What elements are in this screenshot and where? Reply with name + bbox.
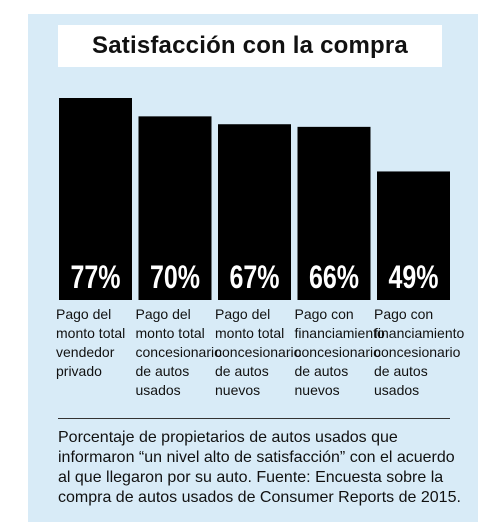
category-label-line: de autos <box>374 363 428 379</box>
category-label: Pago del monto total vendedor privado <box>56 305 142 381</box>
category-label-line: monto total <box>135 325 205 341</box>
bar-value-label: 49% <box>389 259 439 295</box>
category-label-line: nuevos <box>215 382 261 398</box>
category-label: Pago con financiamiento concesionario de au… <box>374 305 465 400</box>
category-label-line: vendedor <box>56 344 115 360</box>
bar-4 <box>297 126 371 300</box>
bar-value-label: 70% <box>150 259 200 295</box>
category-label-line: concesionario <box>135 344 222 360</box>
bar-5 <box>377 171 450 300</box>
title-box: Satisfacción con la compra <box>58 25 442 67</box>
category-label: Pago con financiamiento concesionario de au… <box>294 305 385 400</box>
bar-3 <box>218 124 291 300</box>
bar-2 <box>138 116 212 300</box>
bar-value-label: 77% <box>71 259 121 295</box>
category-label-line: Pago del <box>56 306 112 322</box>
category-label-line: monto total <box>215 325 285 341</box>
chart-title: Satisfacción con la compra <box>92 32 408 59</box>
category-label-line: concesionario <box>294 344 381 360</box>
category-label-line: de autos <box>215 363 269 379</box>
divider-line <box>58 418 450 419</box>
category-label-line: financiamiento <box>294 325 385 341</box>
category-label-line: de autos <box>294 363 349 379</box>
bar-value-label: 67% <box>230 259 280 295</box>
category-label-line: usados <box>135 382 181 398</box>
category-label: Pago del monto total concesionario de autos… <box>215 305 301 400</box>
category-label-line: de autos <box>135 363 190 379</box>
category-label-line: concesionario <box>215 344 302 360</box>
category-label-line: Pago con <box>294 306 354 322</box>
category-label-line: nuevos <box>294 382 340 398</box>
category-label-line: concesionario <box>374 344 461 360</box>
category-label-line: Pago del <box>135 306 191 322</box>
category-label-line: monto total <box>56 325 126 341</box>
bar-value-label: 66% <box>309 259 359 295</box>
category-label-line: Pago con <box>374 306 434 322</box>
category-label-line: Pago del <box>215 306 271 322</box>
category-label-line: financiamiento <box>374 325 465 341</box>
category-label-line: privado <box>56 363 102 379</box>
category-label-line: usados <box>374 382 420 398</box>
footnote: Porcentaje de propietarios de autos usad… <box>58 429 461 506</box>
category-label: Pago del monto total concesionario de autos… <box>136 305 222 400</box>
bar-1 <box>59 98 132 300</box>
